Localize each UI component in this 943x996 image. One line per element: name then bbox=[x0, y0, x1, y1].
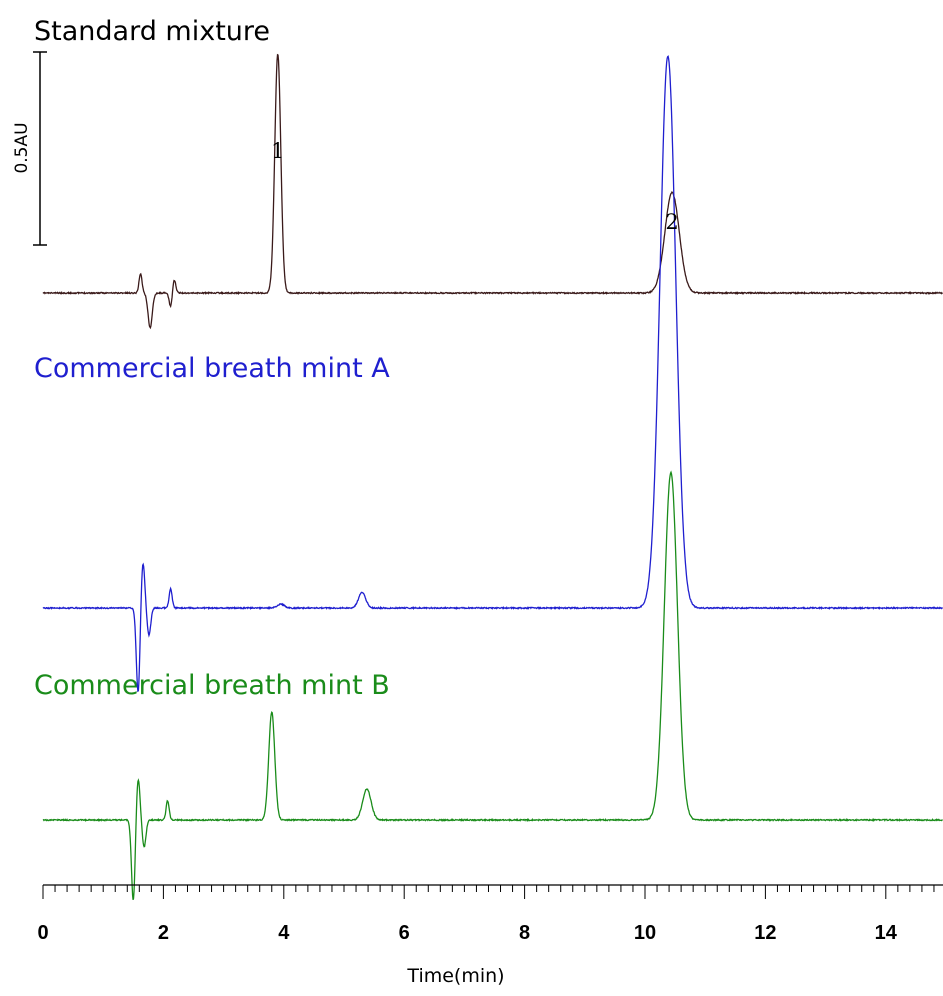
x-axis-tick-label: 6 bbox=[399, 922, 410, 944]
x-axis-title: Time(min) bbox=[406, 965, 504, 987]
x-axis-tick-label: 12 bbox=[754, 922, 776, 944]
x-axis-tick-label: 14 bbox=[875, 922, 898, 944]
trace-label-breath-mint-a: Commercial breath mint A bbox=[34, 353, 390, 384]
x-axis-tick-label: 10 bbox=[634, 922, 656, 944]
x-axis-tick-label: 4 bbox=[278, 922, 290, 944]
scale-bar: 0.5AU bbox=[12, 51, 47, 246]
scale-bar-label: 0.5AU bbox=[12, 122, 32, 173]
peak-label-2: 2 bbox=[665, 210, 678, 234]
x-axis-tick-label: 8 bbox=[519, 922, 530, 944]
x-axis-tick-label: 0 bbox=[37, 922, 48, 944]
trace-line-breath-mint-a bbox=[42, 55, 943, 693]
x-axis: 0 2 4 6 8 10 12 14 bbox=[37, 884, 943, 944]
trace-label-standard-mixture: Standard mixture bbox=[34, 16, 270, 47]
trace-line-standard-mixture bbox=[42, 53, 943, 330]
trace-line-breath-mint-b bbox=[42, 470, 943, 900]
peak-label-1: 1 bbox=[271, 139, 284, 163]
x-axis-tick-label: 2 bbox=[158, 922, 169, 944]
trace-label-breath-mint-b: Commercial breath mint B bbox=[34, 670, 390, 701]
